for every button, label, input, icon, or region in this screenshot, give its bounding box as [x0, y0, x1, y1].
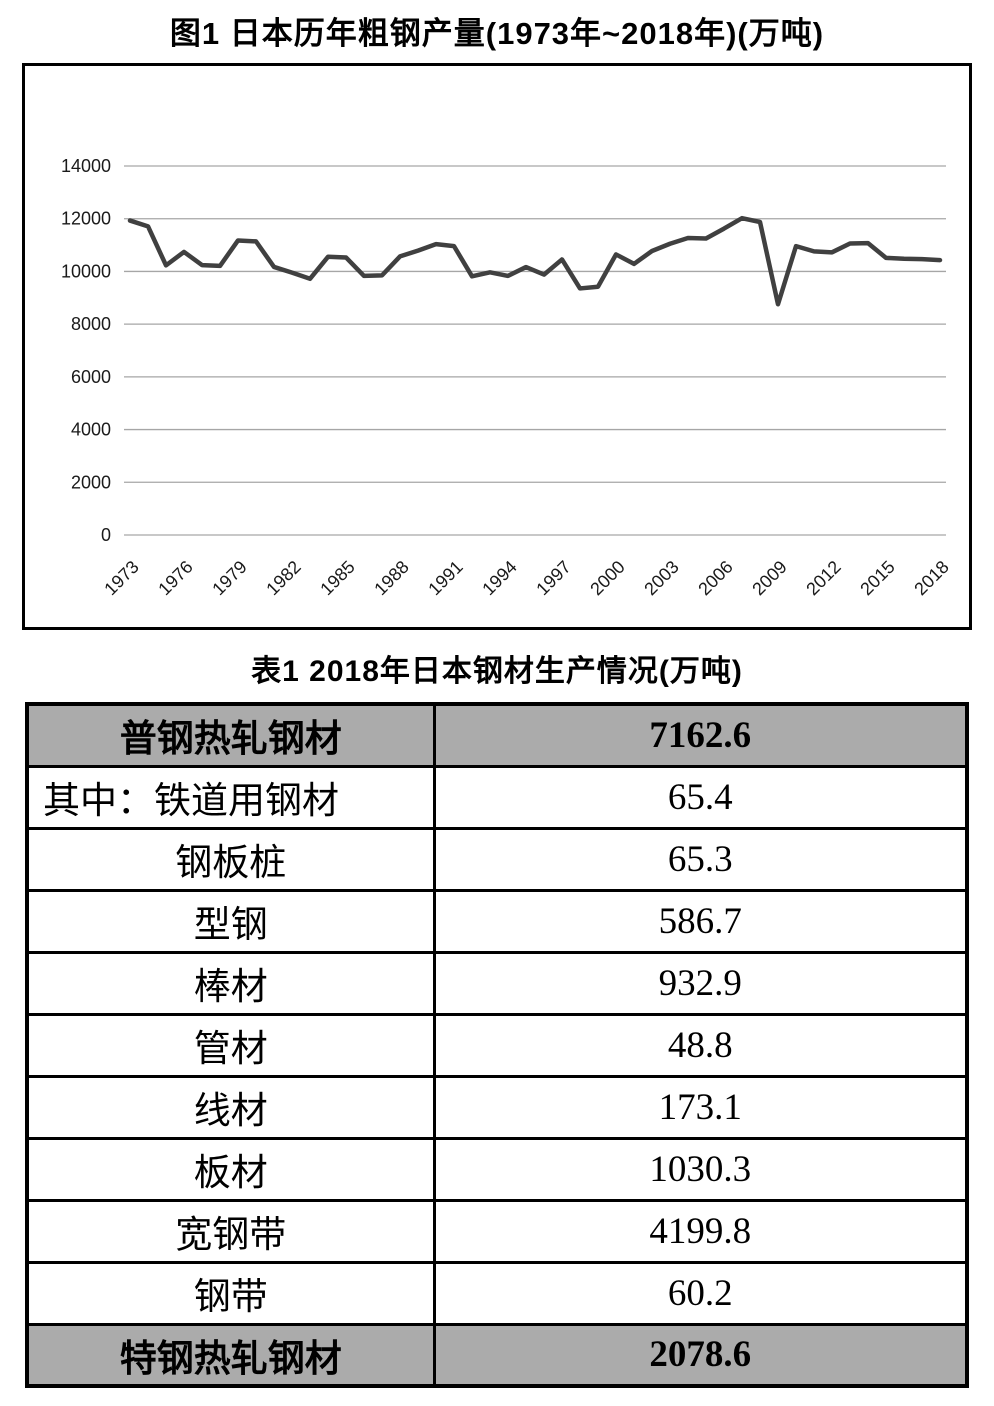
row-value: 1030.3	[432, 1136, 969, 1202]
x-axis-tick-label: 2009	[748, 557, 790, 599]
x-axis-tick-label: 2018	[910, 557, 952, 599]
table-row: 其中：铁道用钢材 65.4	[25, 764, 969, 830]
row-label: 宽钢带	[25, 1198, 436, 1264]
table-row: 棒材 932.9	[25, 950, 969, 1016]
row-value: 4199.8	[432, 1198, 969, 1264]
x-axis-tick-label: 1991	[424, 557, 466, 599]
table-row: 宽钢带 4199.8	[25, 1198, 969, 1264]
crude-steel-line-chart: 0 2000 4000 6000 8000 10000 12000 14000 1973 1976…	[22, 63, 972, 630]
x-axis-tick-label: 1976	[154, 557, 196, 599]
row-label: 棒材	[25, 950, 436, 1016]
chart-canvas: 0 2000 4000 6000 8000 10000 12000 14000 1973 1976…	[61, 156, 953, 599]
x-axis-tick-label: 2015	[856, 557, 898, 599]
row-value: 48.8	[432, 1012, 969, 1078]
y-axis-tick-label: 4000	[71, 420, 111, 440]
x-axis-tick-label: 1973	[100, 557, 142, 599]
x-axis-tick-label: 1988	[370, 557, 412, 599]
x-axis-tick-label: 1979	[208, 557, 250, 599]
row-label: 其中：铁道用钢材	[25, 764, 436, 830]
table-row: 钢板桩 65.3	[25, 826, 969, 892]
table-row: 管材 48.8	[25, 1012, 969, 1078]
row-label: 线材	[25, 1074, 436, 1140]
table-row: 钢带 60.2	[25, 1260, 969, 1326]
table-row: 型钢 586.7	[25, 888, 969, 954]
y-axis-tick-label: 8000	[71, 314, 111, 334]
y-axis-tick-label: 6000	[71, 367, 111, 387]
y-axis-tick-label: 14000	[61, 156, 111, 176]
x-axis-tick-label: 1994	[478, 557, 520, 599]
y-axis-tick-label: 0	[101, 525, 111, 545]
row-label: 管材	[25, 1012, 436, 1078]
row-value: 173.1	[432, 1074, 969, 1140]
x-axis-tick-label: 1985	[316, 557, 358, 599]
figure-title: 图1 日本历年粗钢产量(1973年~2018年)(万吨)	[169, 16, 825, 51]
row-label: 钢板桩	[25, 826, 436, 892]
x-axis-tick-label: 1982	[262, 557, 304, 599]
row-value: 586.7	[432, 888, 969, 954]
x-axis-tick-label: 2012	[802, 557, 844, 599]
table-title: 表1 2018年日本钢材生产情况(万吨)	[251, 655, 743, 688]
row-label: 普钢热轧钢材	[25, 702, 436, 768]
table-row: 特钢热轧钢材 2078.6	[25, 1322, 969, 1388]
row-value: 2078.6	[432, 1322, 969, 1388]
table-row: 普钢热轧钢材 7162.6	[25, 702, 969, 768]
table-row: 线材 173.1	[25, 1074, 969, 1140]
y-axis-tick-label: 10000	[61, 261, 111, 281]
x-axis-tick-label: 2000	[586, 557, 628, 599]
row-label: 特钢热轧钢材	[25, 1322, 436, 1388]
x-axis-tick-label: 2003	[640, 557, 682, 599]
steel-production-table: 普钢热轧钢材 7162.6 其中：铁道用钢材 65.4 钢板桩 65.3 型钢 586.7 棒材…	[25, 702, 969, 1388]
row-value: 65.3	[432, 826, 969, 892]
y-axis-tick-label: 12000	[61, 209, 111, 229]
row-value: 7162.6	[432, 702, 969, 768]
row-value: 65.4	[432, 764, 969, 830]
row-value: 60.2	[432, 1260, 969, 1326]
row-label: 型钢	[25, 888, 436, 954]
x-axis-tick-label: 1997	[532, 557, 574, 599]
row-label: 板材	[25, 1136, 436, 1202]
table-row: 板材 1030.3	[25, 1136, 969, 1202]
y-axis-tick-label: 2000	[71, 472, 111, 492]
x-axis-tick-label: 2006	[694, 557, 736, 599]
crude-steel-series-line	[127, 215, 943, 307]
row-label: 钢带	[25, 1260, 436, 1326]
row-value: 932.9	[432, 950, 969, 1016]
